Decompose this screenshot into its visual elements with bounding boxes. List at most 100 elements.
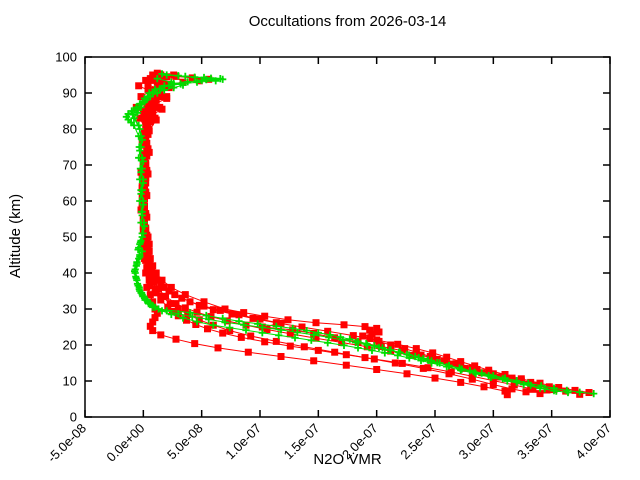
square-marker — [152, 96, 160, 104]
plus-marker — [140, 294, 149, 302]
plus-marker — [139, 197, 147, 205]
square-marker — [141, 204, 148, 212]
square-marker — [508, 374, 516, 382]
plus-marker — [160, 82, 168, 90]
square-marker — [331, 348, 339, 356]
plus-marker — [513, 377, 521, 385]
square-marker — [191, 340, 199, 348]
y-tick-label: 20 — [63, 338, 77, 353]
plus-marker — [158, 70, 166, 78]
square-marker — [417, 351, 425, 359]
square-marker — [240, 309, 248, 317]
square-marker — [163, 93, 171, 101]
plus-marker — [466, 367, 474, 375]
y-tick-label: 90 — [63, 86, 77, 101]
square-marker — [156, 103, 164, 111]
square-marker — [338, 339, 346, 346]
square-marker — [391, 359, 399, 367]
square-marker — [151, 91, 159, 99]
plus-marker — [145, 89, 153, 97]
square-marker — [429, 349, 437, 357]
square-marker — [142, 161, 150, 169]
plus-marker — [537, 382, 545, 390]
square-marker — [216, 306, 224, 314]
square-marker — [522, 388, 530, 396]
plus-marker — [368, 346, 376, 354]
plus-marker — [324, 339, 332, 347]
plus-marker — [153, 75, 161, 83]
square-marker — [298, 323, 306, 331]
plus-marker — [219, 314, 227, 322]
chart-title: Occultations from 2026-03-14 — [248, 13, 447, 30]
square-marker — [412, 345, 420, 353]
plus-marker — [242, 326, 250, 334]
plus-marker — [138, 154, 146, 162]
square-marker — [181, 291, 189, 299]
plus-marker — [307, 336, 315, 344]
square-marker — [394, 340, 402, 348]
plus-marker — [403, 350, 411, 358]
plus-marker — [219, 75, 227, 83]
square-marker — [312, 334, 320, 342]
square-marker — [221, 305, 229, 313]
square-marker — [149, 318, 157, 326]
square-marker — [489, 377, 497, 385]
square-marker — [359, 332, 367, 340]
plus-marker — [240, 321, 248, 329]
plus-marker — [198, 76, 206, 84]
plus-marker — [478, 369, 486, 377]
plus-marker — [133, 260, 141, 268]
x-tick-label: 2.0e-07 — [339, 421, 381, 463]
x-tick-label: 0.0e+00 — [103, 421, 147, 465]
plus-marker — [275, 331, 283, 339]
y-tick-label: 60 — [63, 194, 77, 209]
square-marker — [136, 114, 144, 122]
square-marker — [536, 390, 544, 398]
square-marker — [375, 328, 383, 336]
square-marker — [141, 235, 148, 243]
square-marker — [214, 344, 222, 352]
plus-marker — [550, 384, 558, 392]
plus-marker — [139, 175, 147, 183]
plus-marker — [291, 334, 299, 342]
square-marker — [151, 314, 159, 322]
y-tick-label: 0 — [70, 410, 77, 425]
square-marker — [443, 353, 451, 361]
square-marker — [419, 364, 427, 372]
square-marker — [284, 316, 292, 324]
x-tick-label: 3.0e-07 — [456, 421, 498, 463]
square-marker — [142, 190, 150, 198]
plus-marker — [289, 324, 297, 332]
plus-marker — [576, 388, 584, 396]
series-occultation-squares-2 — [139, 69, 544, 398]
plus-marker — [293, 328, 301, 336]
square-marker — [457, 378, 465, 386]
square-marker — [517, 375, 525, 383]
square-marker — [148, 265, 155, 273]
square-marker — [172, 300, 180, 308]
series-occultation-squares-5 — [139, 71, 570, 395]
square-marker — [142, 76, 150, 84]
square-marker — [228, 310, 236, 318]
square-marker — [144, 256, 152, 264]
plus-marker — [346, 335, 354, 343]
square-marker — [142, 112, 150, 120]
plus-marker — [411, 352, 419, 361]
square-marker — [146, 291, 154, 299]
plus-marker — [135, 121, 143, 129]
square-marker — [143, 102, 151, 110]
square-marker — [146, 118, 154, 126]
plus-marker — [186, 309, 194, 317]
square-marker — [555, 384, 563, 391]
y-tick-label: 30 — [63, 302, 77, 317]
square-marker — [144, 85, 152, 93]
square-marker — [412, 348, 420, 356]
square-marker — [193, 308, 201, 316]
plus-marker — [193, 318, 201, 326]
square-marker — [256, 315, 264, 323]
square-marker — [209, 306, 217, 314]
square-marker — [261, 312, 269, 320]
x-tick-label: 3.5e-07 — [514, 421, 556, 463]
square-marker — [166, 300, 174, 308]
square-marker — [204, 325, 211, 333]
